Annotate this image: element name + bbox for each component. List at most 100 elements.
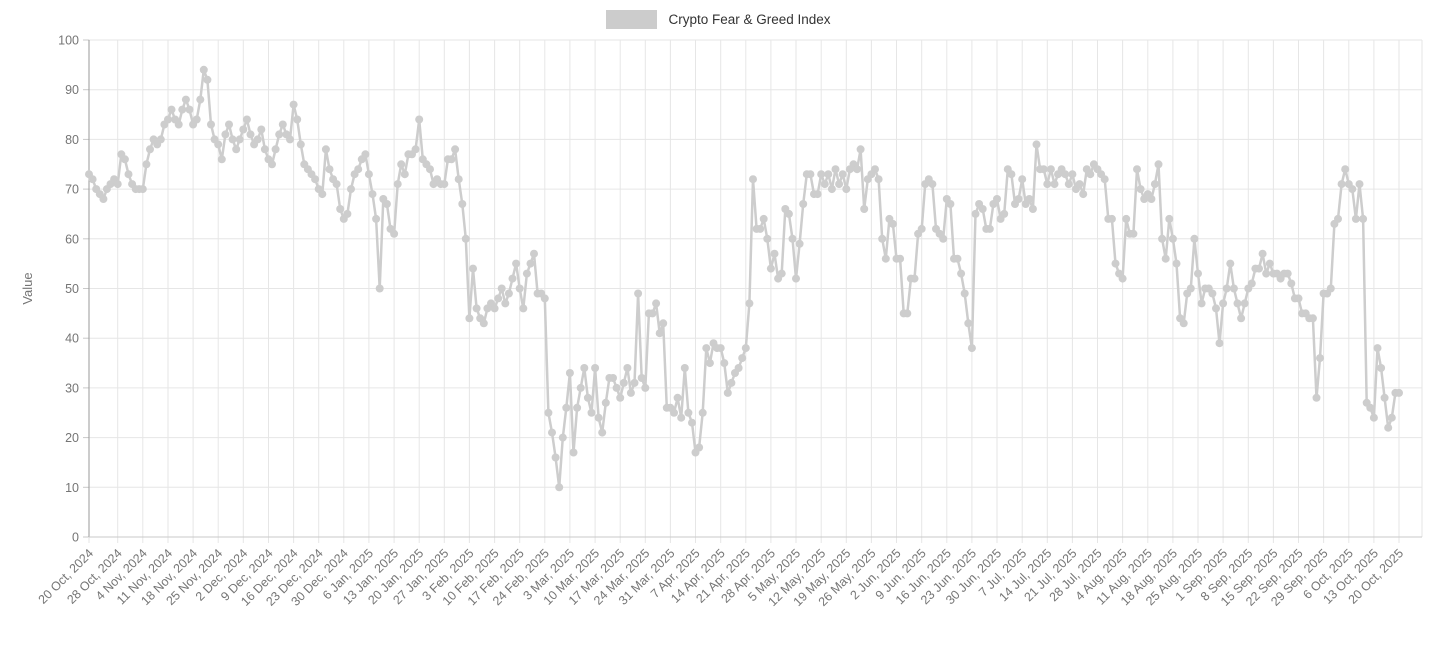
data-point[interactable]	[820, 180, 829, 189]
data-point[interactable]	[397, 160, 406, 169]
data-point[interactable]	[167, 105, 176, 114]
data-point[interactable]	[759, 214, 768, 223]
data-point[interactable]	[874, 175, 883, 184]
data-point[interactable]	[723, 388, 732, 397]
data-point[interactable]	[1179, 319, 1188, 328]
data-point[interactable]	[634, 289, 643, 298]
data-point[interactable]	[1222, 284, 1231, 293]
data-point[interactable]	[727, 378, 736, 387]
data-point[interactable]	[192, 115, 201, 124]
data-point[interactable]	[1025, 195, 1034, 203]
data-point[interactable]	[648, 309, 657, 318]
data-point[interactable]	[544, 408, 553, 417]
data-point[interactable]	[479, 319, 488, 328]
data-point[interactable]	[1387, 413, 1396, 422]
data-point[interactable]	[228, 135, 237, 144]
data-point[interactable]	[1366, 403, 1375, 412]
data-point[interactable]	[799, 200, 808, 208]
data-point[interactable]	[512, 259, 521, 268]
data-point[interactable]	[1075, 180, 1084, 189]
data-point[interactable]	[1172, 259, 1181, 268]
data-point[interactable]	[1369, 413, 1378, 422]
data-point[interactable]	[1197, 299, 1206, 308]
data-point[interactable]	[332, 180, 341, 189]
data-point[interactable]	[113, 180, 122, 189]
data-point[interactable]	[630, 378, 639, 387]
data-point[interactable]	[871, 165, 879, 174]
data-point[interactable]	[896, 254, 905, 263]
data-point[interactable]	[716, 344, 725, 353]
data-point[interactable]	[1359, 214, 1368, 223]
data-point[interactable]	[540, 294, 549, 303]
data-point[interactable]	[447, 155, 456, 164]
data-point[interactable]	[257, 125, 266, 134]
data-point[interactable]	[1032, 140, 1041, 149]
data-point[interactable]	[1046, 165, 1055, 174]
data-point[interactable]	[792, 274, 800, 283]
data-point[interactable]	[1337, 180, 1346, 189]
data-point[interactable]	[522, 269, 531, 278]
data-point[interactable]	[960, 289, 969, 298]
data-point[interactable]	[1129, 229, 1138, 238]
data-point[interactable]	[246, 130, 255, 139]
data-point[interactable]	[289, 100, 298, 109]
data-point[interactable]	[677, 413, 686, 422]
data-point[interactable]	[1136, 185, 1145, 194]
data-point[interactable]	[569, 448, 578, 457]
data-point[interactable]	[738, 354, 747, 363]
data-point[interactable]	[146, 145, 154, 154]
data-point[interactable]	[766, 264, 775, 273]
data-point[interactable]	[971, 209, 980, 218]
data-point[interactable]	[530, 249, 538, 258]
data-point[interactable]	[623, 364, 632, 372]
data-point[interactable]	[652, 299, 661, 308]
data-point[interactable]	[555, 483, 564, 492]
data-point[interactable]	[1150, 180, 1159, 189]
data-point[interactable]	[838, 170, 847, 179]
data-point[interactable]	[382, 200, 391, 208]
data-point[interactable]	[698, 408, 707, 417]
data-point[interactable]	[1028, 205, 1037, 213]
data-point[interactable]	[824, 170, 833, 179]
data-point[interactable]	[641, 383, 650, 392]
data-point[interactable]	[587, 408, 596, 417]
data-point[interactable]	[626, 388, 635, 397]
data-point[interactable]	[565, 369, 574, 377]
data-point[interactable]	[978, 205, 987, 213]
data-point[interactable]	[411, 145, 420, 154]
data-point[interactable]	[321, 145, 330, 154]
data-point[interactable]	[562, 403, 571, 412]
data-point[interactable]	[99, 195, 108, 203]
data-point[interactable]	[400, 170, 409, 179]
data-point[interactable]	[1064, 180, 1073, 189]
data-point[interactable]	[454, 175, 463, 184]
data-point[interactable]	[501, 299, 510, 308]
data-point[interactable]	[917, 224, 926, 233]
data-point[interactable]	[526, 259, 535, 268]
data-point[interactable]	[594, 413, 603, 422]
data-point[interactable]	[813, 190, 822, 199]
data-point[interactable]	[164, 115, 172, 124]
data-point[interactable]	[260, 145, 269, 154]
data-point[interactable]	[368, 190, 377, 199]
data-point[interactable]	[318, 190, 327, 199]
data-point[interactable]	[469, 264, 477, 273]
data-point[interactable]	[347, 185, 355, 194]
data-point[interactable]	[1334, 214, 1342, 223]
data-point[interactable]	[1226, 259, 1235, 268]
data-point[interactable]	[440, 180, 449, 189]
data-point[interactable]	[1316, 354, 1324, 363]
data-point[interactable]	[888, 219, 897, 228]
data-point[interactable]	[1380, 393, 1389, 402]
data-point[interactable]	[196, 95, 205, 104]
data-point[interactable]	[573, 403, 582, 412]
data-point[interactable]	[598, 428, 607, 437]
data-point[interactable]	[203, 75, 212, 84]
data-point[interactable]	[390, 229, 399, 238]
data-point[interactable]	[788, 234, 797, 243]
data-point[interactable]	[278, 120, 287, 129]
data-point[interactable]	[1384, 423, 1393, 432]
data-point[interactable]	[497, 284, 506, 293]
data-point[interactable]	[178, 105, 187, 114]
data-point[interactable]	[1147, 195, 1156, 203]
